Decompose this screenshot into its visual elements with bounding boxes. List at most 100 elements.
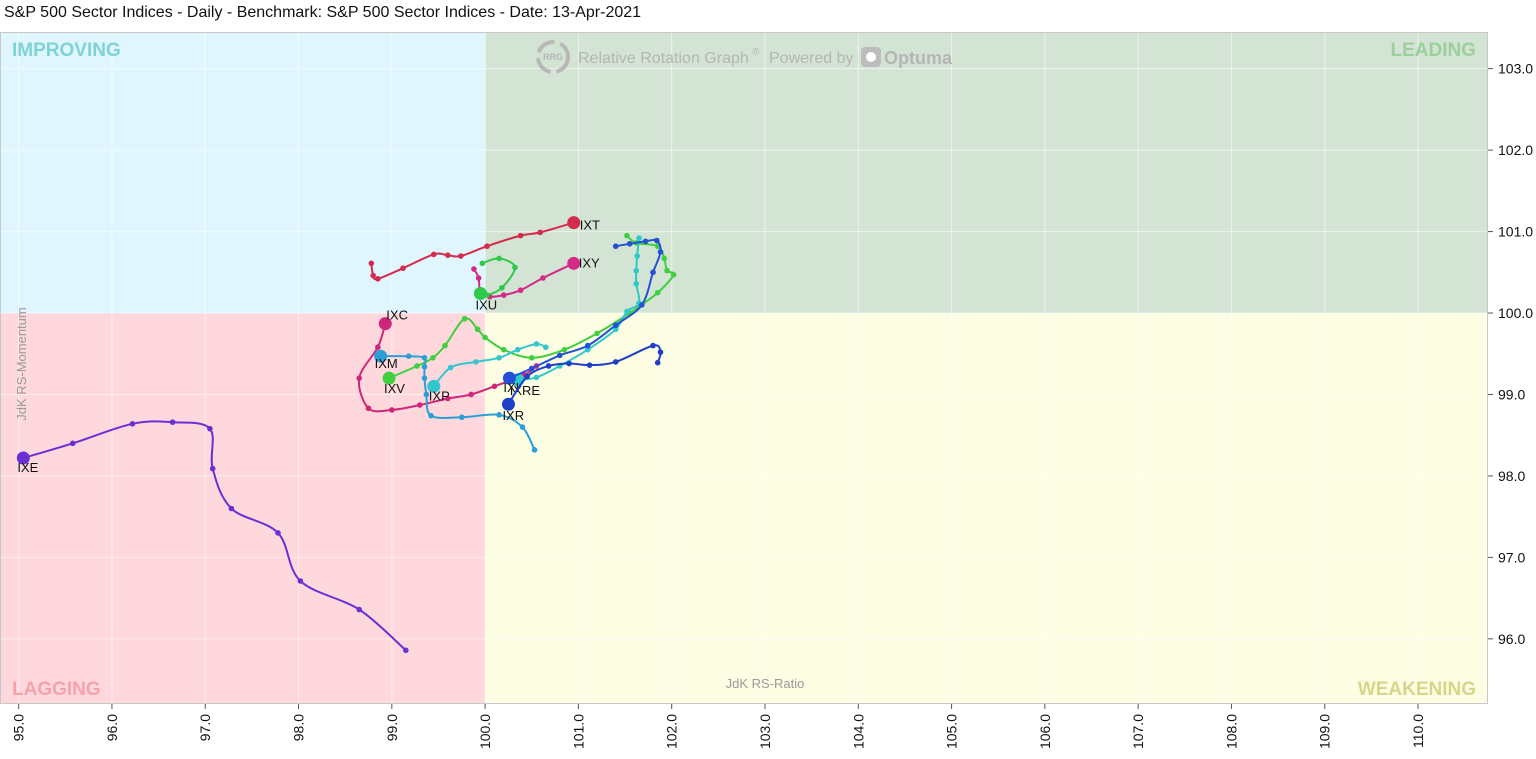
symbol-label-ixe: IXE	[17, 460, 38, 475]
tail-point	[461, 315, 468, 322]
tail-point	[474, 326, 481, 333]
tail-point	[400, 265, 406, 272]
series-ixc[interactable]: IXC	[356, 308, 540, 413]
tail-point	[670, 271, 677, 278]
x-tick-label: 96.0	[104, 714, 120, 741]
tail-point	[421, 363, 428, 370]
tail-point	[421, 355, 428, 361]
tail-point	[594, 330, 600, 337]
plot-border	[0, 32, 1488, 704]
tail-point	[650, 269, 656, 276]
watermark-text: Relative Rotation Graph	[578, 50, 749, 67]
x-axis-title: JdK RS-Ratio	[726, 676, 805, 691]
tail-point	[634, 253, 640, 259]
head-marker-ixy[interactable]	[567, 256, 581, 270]
symbol-label-ixm: IXM	[375, 356, 398, 371]
tail-point	[531, 447, 538, 453]
head-marker-ixe[interactable]	[16, 451, 30, 465]
tail-point	[169, 419, 176, 425]
tail-point	[633, 280, 640, 287]
series-ixr[interactable]: IXR	[501, 342, 664, 423]
watermark: RRG Relative Rotation Graph ® Powered by…	[536, 40, 953, 74]
series-ixt[interactable]: IXT	[368, 216, 601, 282]
tail-point	[403, 647, 409, 654]
tail-point	[275, 530, 281, 536]
tail-point	[584, 346, 591, 353]
tail-point	[430, 355, 436, 361]
tail-point	[657, 349, 664, 355]
tail-point	[458, 414, 465, 421]
tail-point	[496, 412, 502, 418]
quadrant-lagging	[0, 313, 486, 704]
head-marker-ixr[interactable]	[501, 397, 515, 411]
tail-point	[356, 606, 362, 613]
tail-point	[642, 238, 649, 245]
head-marker-ixu[interactable]	[473, 286, 487, 300]
series-ixv[interactable]: IXV	[382, 232, 677, 396]
tail-point	[545, 363, 552, 369]
head-marker-ixm[interactable]	[374, 349, 388, 363]
y-tick-label: 99.0	[1498, 386, 1525, 402]
tail-point	[657, 249, 664, 255]
tail-point	[528, 355, 535, 361]
head-marker-ixp[interactable]	[427, 379, 441, 393]
x-tick-label: 107.0	[1130, 714, 1146, 749]
tail-point	[512, 264, 518, 271]
tail-point	[444, 252, 451, 258]
tail-point	[650, 342, 656, 349]
tail-point	[356, 375, 362, 381]
tail-point	[468, 391, 474, 398]
series-ixi[interactable]: IXI	[502, 237, 664, 395]
tail-point	[537, 229, 543, 236]
tail-point	[517, 232, 524, 239]
series-ixe[interactable]: IXE	[16, 419, 409, 654]
tail-point	[496, 355, 502, 361]
x-tick-label: 103.0	[757, 714, 773, 749]
tail-point	[442, 342, 448, 349]
head-marker-ixc[interactable]	[378, 317, 392, 331]
series-ixm[interactable]: IXM	[374, 349, 538, 453]
tail-point	[365, 405, 372, 412]
tail-point	[624, 232, 630, 239]
tail-point	[129, 420, 136, 427]
tail-point	[431, 251, 437, 258]
y-tick-label: 100.0	[1498, 305, 1533, 321]
quadrant-label-weakening: WEAKENING	[1358, 679, 1476, 700]
tail-point	[540, 275, 546, 281]
tail-point	[533, 341, 540, 347]
tail-point	[584, 342, 591, 349]
series-ixp[interactable]: IXP	[427, 341, 549, 403]
head-marker-ixi[interactable]	[502, 371, 516, 385]
x-tick-label: 109.0	[1317, 714, 1333, 749]
series-ixy[interactable]: IXY	[471, 255, 600, 300]
quadrant-backgrounds	[0, 32, 1489, 704]
tail-point	[209, 465, 216, 472]
tail-point	[500, 346, 507, 353]
watermark-powered: Powered by	[769, 50, 854, 67]
quadrant-weakening	[485, 313, 1489, 704]
x-tick-label: 105.0	[944, 714, 960, 749]
x-tick-label: 108.0	[1223, 714, 1239, 749]
tail-point	[447, 364, 454, 371]
x-tick-label: 98.0	[291, 714, 307, 741]
tail-point	[514, 346, 521, 353]
symbol-label-ixc: IXC	[386, 308, 408, 323]
head-marker-ixt[interactable]	[567, 216, 581, 230]
series-ixu[interactable]: IXU	[473, 255, 518, 313]
tail-point	[633, 267, 640, 274]
tail-point	[654, 289, 661, 296]
x-tick-label: 102.0	[664, 714, 680, 749]
series-ixre[interactable]: IXRE	[510, 235, 642, 398]
symbol-label-ixre: IXRE	[510, 383, 541, 398]
head-marker-ixv[interactable]	[382, 371, 396, 385]
x-tick-label: 104.0	[850, 714, 866, 749]
tail-point	[417, 402, 423, 408]
gridlines	[0, 32, 1488, 704]
rrg-logo-text: RRG	[543, 52, 563, 62]
quadrant-label-improving: IMPROVING	[12, 40, 121, 61]
y-tick-label: 101.0	[1498, 224, 1533, 240]
tail-point	[533, 374, 540, 381]
tail-point	[661, 255, 668, 262]
symbol-label-ixi: IXI	[503, 380, 519, 395]
